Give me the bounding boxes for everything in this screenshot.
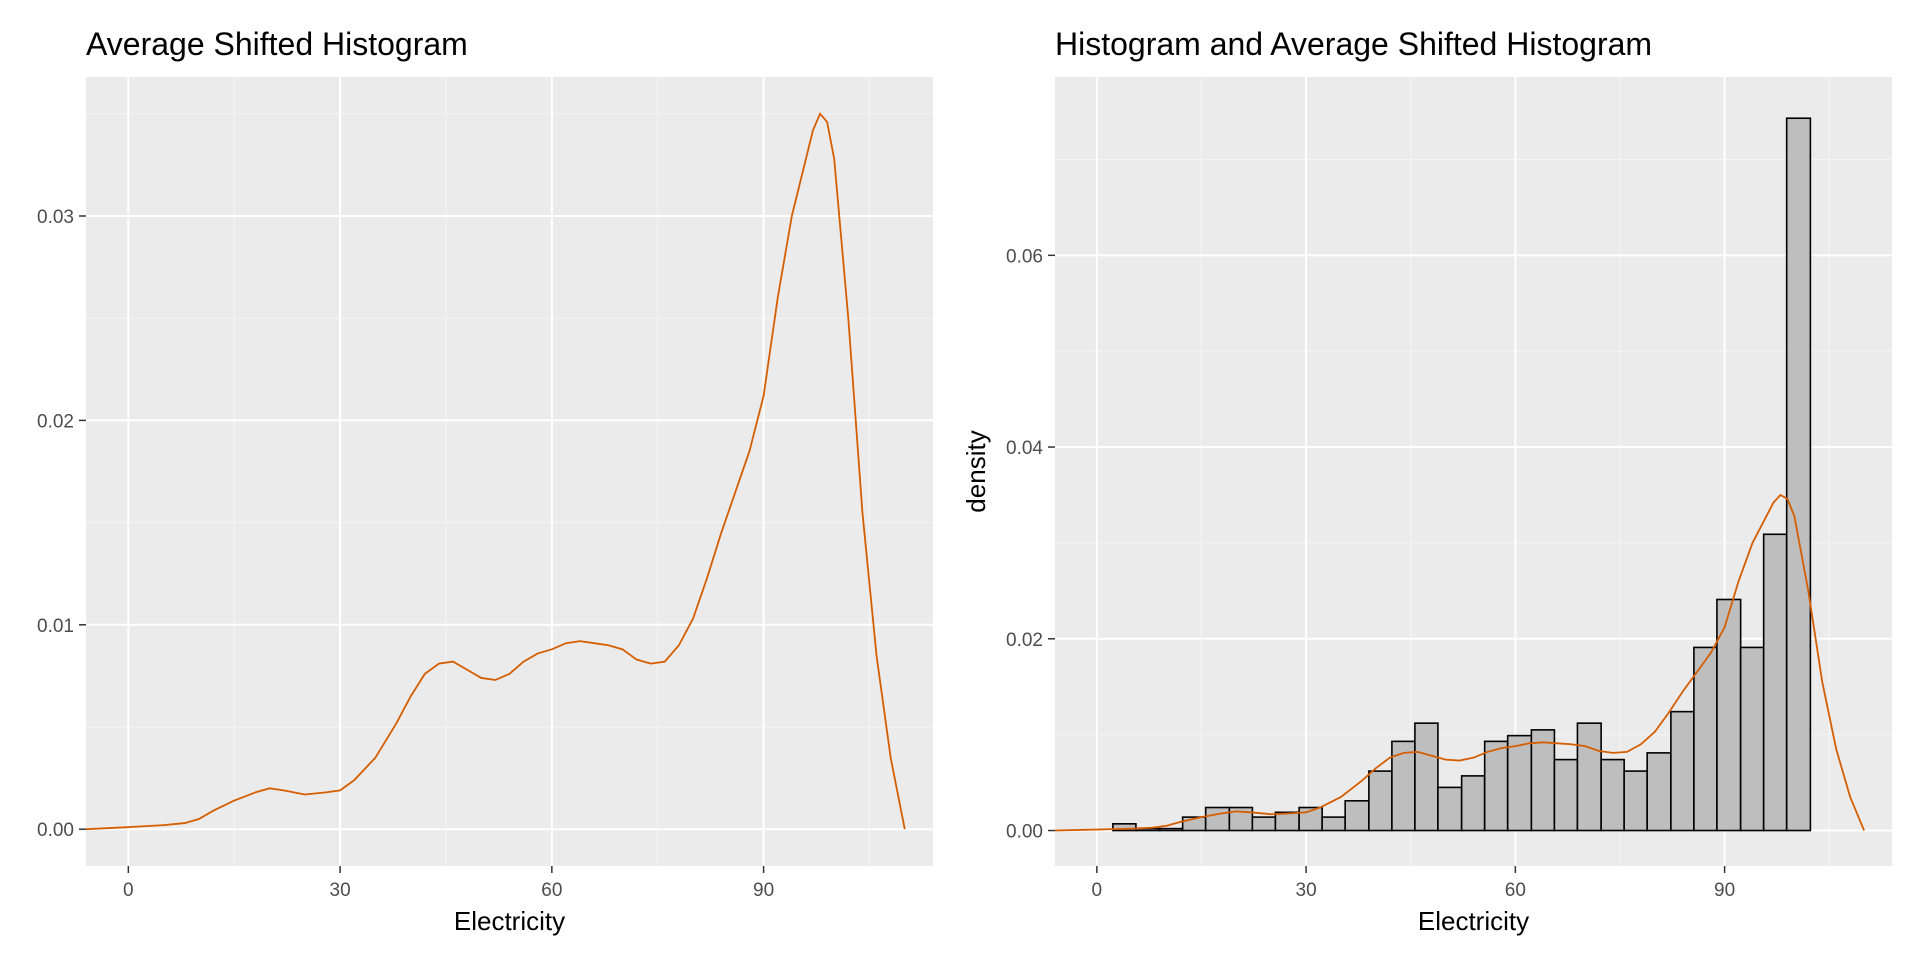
y-tick-label: 0.03	[37, 207, 74, 228]
histogram-bar	[1158, 827, 1184, 832]
histogram-bar	[1251, 816, 1277, 832]
histogram-bar	[1646, 752, 1672, 832]
histogram-bar	[1460, 775, 1486, 832]
x-tick-label: 0	[123, 880, 134, 901]
x-tick-label: 60	[1505, 880, 1526, 901]
histogram-bar	[1762, 533, 1788, 832]
x-tick-label: 0	[1092, 880, 1103, 901]
histogram-bar	[1204, 806, 1231, 832]
chart-right: Histogram and Average Shifted Histogram …	[961, 26, 1892, 936]
histogram-bar	[1623, 770, 1648, 832]
chart-title: Histogram and Average Shifted Histogram	[1055, 26, 1652, 62]
histogram-bar	[1600, 758, 1625, 832]
histogram-bar	[1437, 786, 1463, 832]
histogram-bar	[1368, 770, 1393, 832]
x-axis-ticks: 0 30 60 90	[1092, 866, 1735, 901]
y-tick-label: 0.02	[1006, 630, 1043, 651]
y-tick-label: 0.02	[37, 411, 74, 432]
histogram-bar	[1391, 740, 1416, 832]
histogram-bar	[1414, 722, 1439, 832]
histogram-bar	[1344, 800, 1370, 832]
x-axis-ticks: 0 30 60 90	[123, 866, 774, 901]
y-tick-label: 0.06	[1006, 246, 1043, 267]
x-axis-title: Electricity	[1418, 906, 1529, 936]
ash-density-curve	[1054, 493, 1865, 832]
histogram-bar	[1506, 734, 1533, 832]
x-tick-label: 90	[1714, 880, 1735, 901]
x-tick-label: 30	[1296, 880, 1317, 901]
histogram-bar	[1785, 117, 1812, 832]
y-tick-label: 0.04	[1006, 438, 1043, 459]
chart-title: Average Shifted Histogram	[86, 26, 468, 62]
histogram-bar	[1483, 740, 1509, 832]
grid-lines	[86, 77, 933, 866]
histogram-bar	[1112, 823, 1137, 832]
plot-background	[86, 77, 933, 866]
y-axis-title: density	[961, 430, 991, 512]
y-tick-label: 0.00	[37, 820, 74, 841]
histogram-bars	[1112, 117, 1812, 832]
chart-left: Average Shifted Histogram 0 30 60 90 0.000.…	[37, 26, 933, 936]
x-axis-title: Electricity	[454, 906, 565, 936]
histogram-bar	[1693, 646, 1718, 832]
histogram-bar	[1670, 710, 1695, 832]
y-tick-label: 0.00	[1006, 822, 1043, 843]
histogram-bar	[1553, 758, 1579, 832]
y-axis-ticks: 0.00 0.01 0.02 0.03	[37, 207, 86, 841]
x-tick-label: 30	[330, 880, 351, 901]
x-tick-label: 60	[541, 880, 562, 901]
histogram-bar	[1321, 816, 1346, 832]
y-axis-ticks: 0.00 0.02 0.04 0.06	[1006, 246, 1055, 843]
histogram-bar	[1274, 811, 1300, 832]
ash-density-curve	[85, 112, 906, 831]
y-tick-label: 0.01	[37, 616, 74, 637]
histogram-bar	[1576, 722, 1602, 832]
histogram-bar	[1739, 646, 1765, 832]
x-tick-label: 90	[753, 880, 774, 901]
histogram-bar	[1530, 729, 1556, 832]
